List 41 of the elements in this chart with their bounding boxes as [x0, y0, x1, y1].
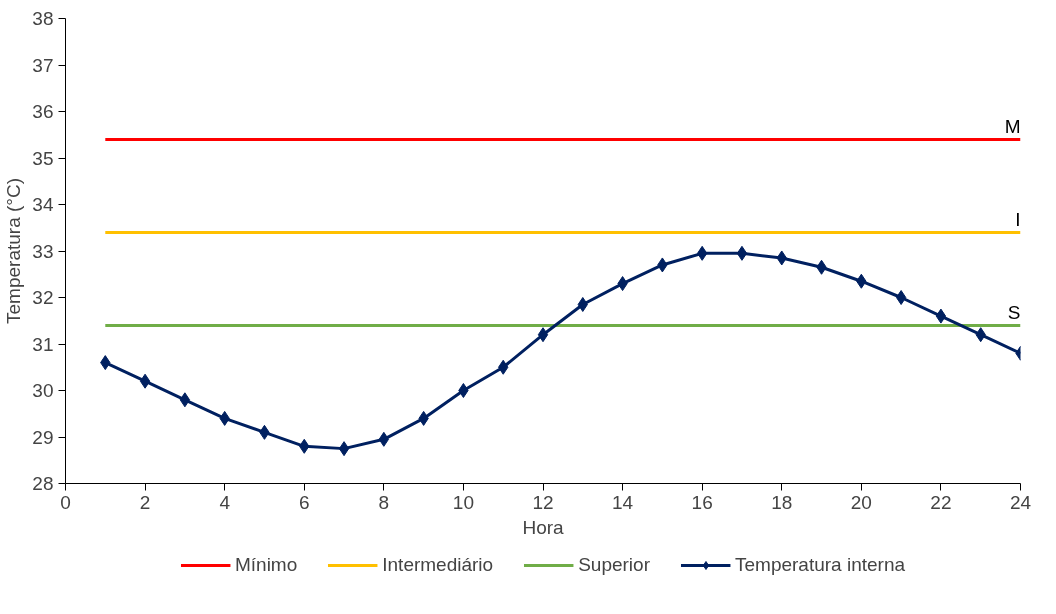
x-tick-label: 24 — [1009, 491, 1032, 513]
x-tick-label: 14 — [612, 491, 634, 513]
y-axis-title: Temperatura (°C) — [3, 178, 25, 324]
x-tick-label: 2 — [139, 491, 151, 513]
x-tick-label: 4 — [219, 491, 231, 513]
x-tick-label: 8 — [378, 491, 390, 513]
y-tick-label: 37 — [32, 54, 54, 76]
x-tick-label: 18 — [771, 491, 793, 513]
y-tick-label: 30 — [32, 380, 54, 401]
annotation: S — [1007, 302, 1021, 324]
x-axis-title: Hora — [522, 516, 565, 538]
x-tick-label: 6 — [298, 491, 310, 513]
y-tick-label: 29 — [32, 426, 54, 448]
annotation: I — [1015, 209, 1021, 231]
y-tick-label: 31 — [32, 333, 54, 355]
x-tick-label: 12 — [532, 491, 554, 513]
point — [935, 308, 947, 324]
y-tick-label: 35 — [32, 147, 54, 169]
y-tick-label: 36 — [32, 101, 54, 122]
point — [179, 392, 191, 408]
y-tick-label: 38 — [32, 8, 54, 29]
y-tick-label: 33 — [32, 240, 54, 262]
x-tick-label: 16 — [691, 491, 713, 513]
x-tick-label: 0 — [60, 491, 71, 513]
x-tick-label: 20 — [850, 491, 872, 513]
legend-label: Superior — [578, 554, 650, 576]
x-tick-label: 10 — [452, 491, 474, 513]
legend-label: Temperatura interna — [734, 554, 906, 576]
point — [338, 441, 350, 457]
x-tick-label: 22 — [930, 491, 952, 513]
y-tick-label: 32 — [32, 287, 54, 308]
point — [895, 290, 907, 305]
legend-label: Intermediário — [382, 554, 494, 576]
point — [736, 245, 748, 261]
annotation: M — [1004, 116, 1021, 138]
point — [139, 373, 151, 389]
point — [458, 383, 469, 398]
y-tick-label: 34 — [32, 194, 54, 215]
point — [537, 327, 549, 343]
legend-label: Mínimo — [234, 554, 298, 576]
y-tick-label: 28 — [32, 473, 54, 494]
